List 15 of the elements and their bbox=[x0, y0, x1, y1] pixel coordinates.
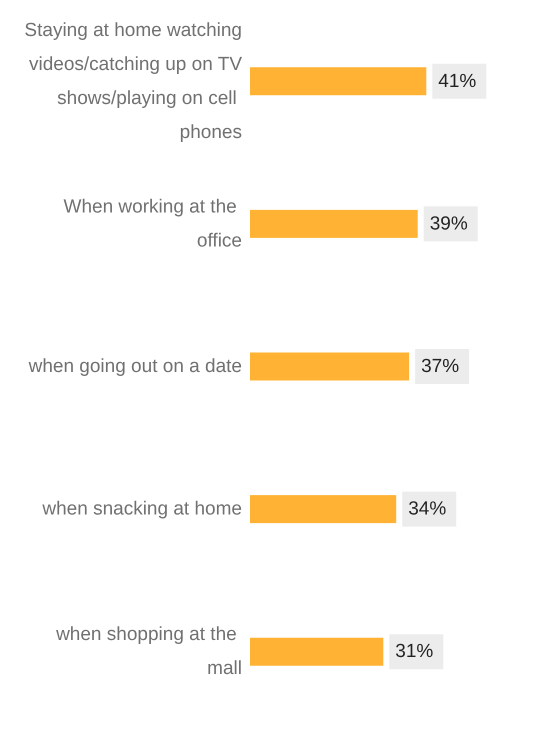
data-label: 37% bbox=[421, 356, 460, 377]
bar bbox=[250, 67, 426, 96]
data-label: 39% bbox=[430, 213, 468, 234]
y-tick-label: when shopping at the mall bbox=[55, 624, 242, 680]
data-label: 31% bbox=[395, 641, 434, 662]
bar bbox=[250, 495, 396, 524]
bar bbox=[250, 638, 384, 666]
data-label: 34% bbox=[408, 498, 446, 520]
y-tick-label: Staying at home watching videos/catching up on TV shows/playing on cell phones bbox=[24, 20, 242, 143]
y-tick-label: when snacking at home bbox=[41, 498, 242, 520]
bar bbox=[250, 352, 410, 380]
y-tick-label: when going out on a date bbox=[28, 356, 242, 377]
data-label: 41% bbox=[438, 70, 476, 92]
bar bbox=[250, 210, 418, 238]
y-tick-label: When working at the office bbox=[64, 196, 242, 252]
